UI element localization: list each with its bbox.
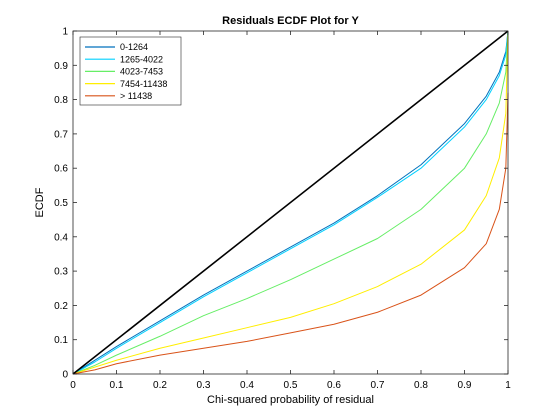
- x-tick-label-6: 0.6: [327, 380, 341, 391]
- x-tick-label-9: 0.9: [458, 380, 472, 391]
- y-tick-label-5: 0.5: [54, 198, 68, 209]
- series-line-3: [72, 30, 509, 375]
- series-line-2: [72, 30, 509, 375]
- chart-title: Residuals ECDF Plot for Y: [222, 15, 359, 27]
- series-line-1: [72, 30, 509, 375]
- x-tick-label-5: 0.5: [284, 380, 298, 391]
- y-tick-label-1: 0.1: [54, 335, 68, 346]
- legend: 0-1264 1265-4022 4023-7453 7454-11438 > 1143…: [79, 36, 182, 106]
- legend-items: 0-1264 1265-4022 4023-7453 7454-11438 > 1143…: [85, 42, 167, 101]
- x-tick-label-1: 0.1: [110, 380, 124, 391]
- x-tick-label-4: 0.4: [240, 380, 254, 391]
- y-axis-label: ECDF: [34, 187, 46, 217]
- x-tick-label-7: 0.7: [371, 380, 385, 391]
- y-tick-label-4: 0.4: [54, 232, 68, 243]
- legend-label-0: 0-1264: [120, 42, 148, 52]
- series-line-0: [72, 30, 509, 375]
- legend-label-4: > 11438: [120, 91, 152, 101]
- ticks-layer: 0 0.1 0.2 0.3 0.4 0.5 0.6 0.7 0.8 0.9 1 0 0.1 0.2 0.3 0…: [54, 27, 511, 392]
- legend-label-1: 1265-4022: [120, 54, 163, 64]
- series-layer: [72, 30, 509, 375]
- y-tick-label-10: 1: [62, 27, 68, 38]
- y-tick-label-7: 0.7: [54, 129, 68, 140]
- y-tick-label-0: 0: [62, 370, 68, 381]
- x-tick-label-8: 0.8: [414, 380, 428, 391]
- y-tick-label-8: 0.8: [54, 95, 68, 106]
- x-tick-label-2: 0.2: [153, 380, 167, 391]
- x-tick-label-3: 0.3: [197, 380, 211, 391]
- legend-label-3: 7454-11438: [120, 79, 167, 89]
- x-tick-label-10: 1: [505, 380, 511, 391]
- y-tick-label-9: 0.9: [54, 61, 68, 72]
- reference-line: [72, 30, 509, 375]
- y-tick-label-6: 0.6: [54, 164, 68, 175]
- series-line-4: [72, 92, 509, 375]
- x-axis-label: Chi-squared probability of residual: [207, 394, 374, 406]
- y-tick-label-2: 0.2: [54, 301, 68, 312]
- y-tick-label-3: 0.3: [54, 267, 68, 278]
- x-tick-label-0: 0: [70, 380, 76, 391]
- legend-label-2: 4023-7453: [120, 67, 163, 77]
